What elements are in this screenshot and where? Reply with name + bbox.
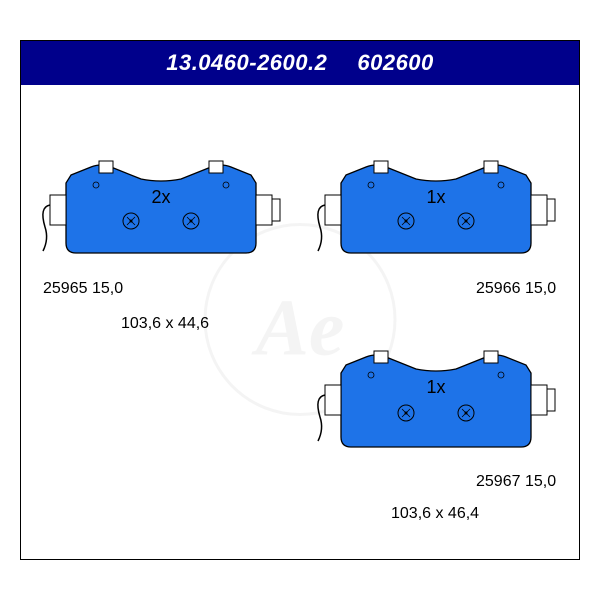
brake-pad-right-top: 1x <box>316 155 556 280</box>
ref-right-bottom: 25967 15,0 <box>476 473 556 491</box>
brake-pad-right-bottom: 1x <box>316 345 556 475</box>
dim-right-bottom: 103,6 x 46,4 <box>391 505 479 523</box>
ref-right-top: 25966 15,0 <box>476 280 556 298</box>
part-code: 602600 <box>357 50 433 76</box>
brake-pad-left: 2x <box>41 155 281 280</box>
ref-left: 25965 15,0 <box>43 280 123 298</box>
header-bar: 13.0460-2600.2 602600 <box>21 41 579 85</box>
dim-left: 103,6 x 44,6 <box>121 315 209 333</box>
svg-text:1x: 1x <box>426 377 445 397</box>
diagram-content: Ae <box>21 85 579 559</box>
qty-label-left: 2x <box>151 187 170 207</box>
part-number: 13.0460-2600.2 <box>166 50 327 76</box>
diagram-frame: 13.0460-2600.2 602600 Ae <box>20 40 580 560</box>
svg-text:1x: 1x <box>426 187 445 207</box>
